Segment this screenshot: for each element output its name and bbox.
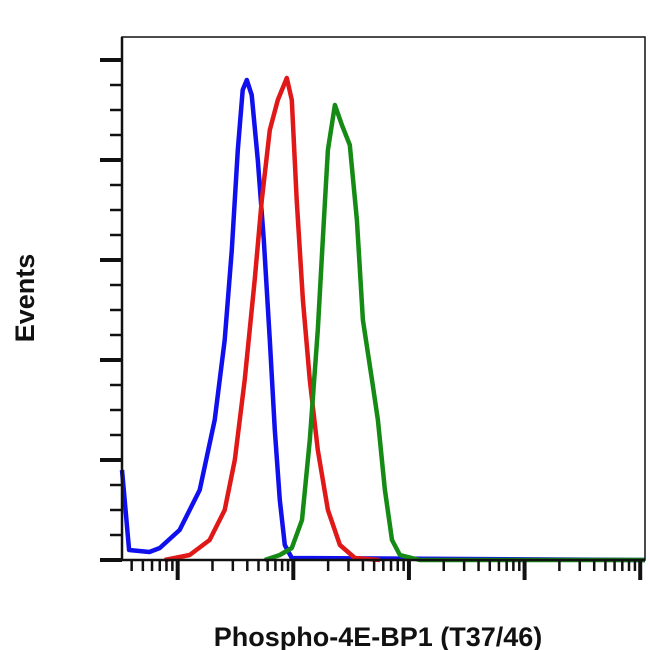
axes-layer [100, 37, 645, 580]
series-line-0 [119, 77, 646, 563]
x-axis-label: Phospho-4E-BP1 (T37/46) [214, 622, 543, 650]
y-axis-label: Events [10, 254, 40, 343]
series-layer [119, 75, 646, 563]
series-line-2 [264, 102, 645, 563]
series-line-1 [164, 75, 381, 563]
